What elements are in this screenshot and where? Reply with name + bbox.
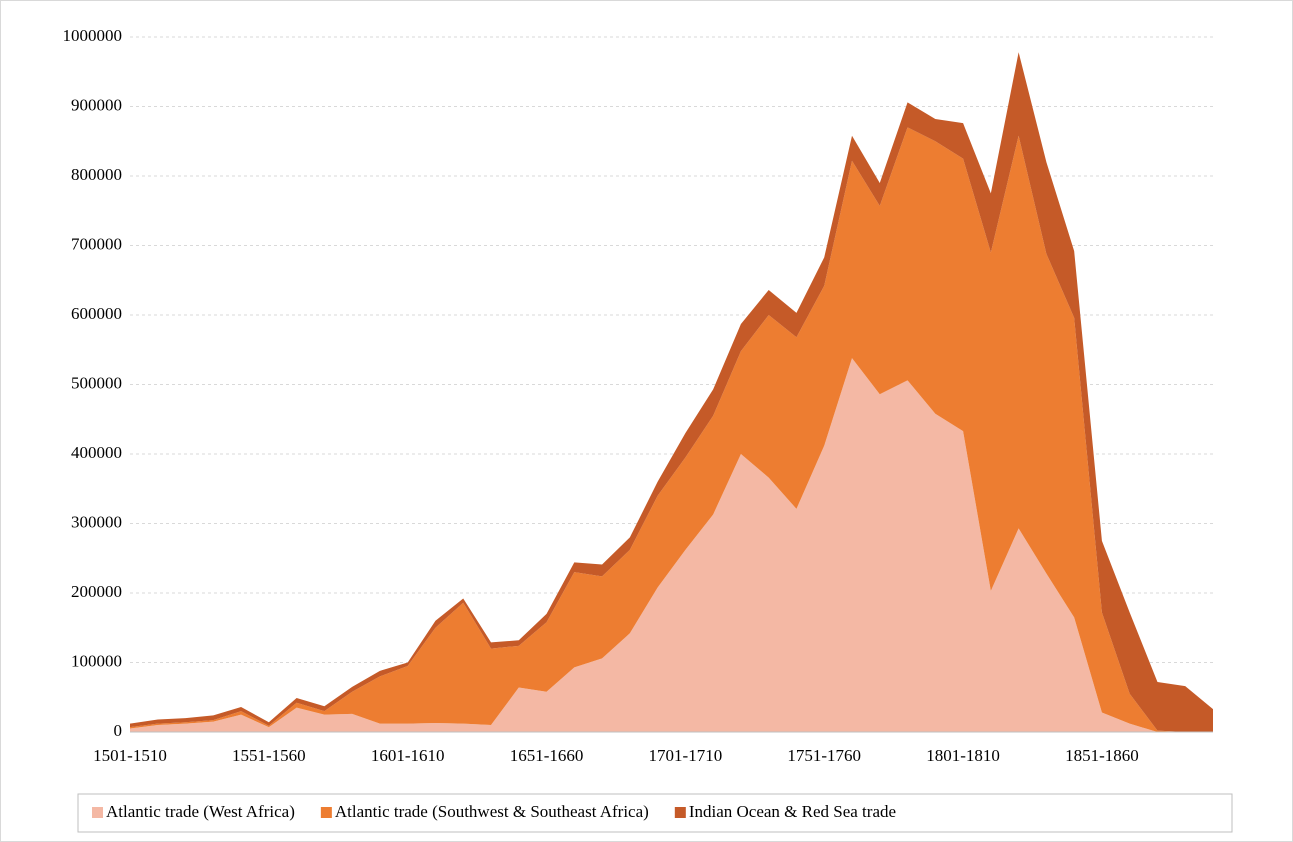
x-tick-label: 1601-1610 [371, 746, 445, 765]
x-tick-label: 1651-1660 [510, 746, 584, 765]
y-tick-label: 1000000 [63, 26, 123, 45]
x-tick-label: 1751-1760 [787, 746, 861, 765]
y-tick-label: 500000 [71, 373, 122, 392]
legend-swatch [92, 807, 103, 818]
legend-label: Atlantic trade (Southwest & Southeast Af… [335, 802, 649, 821]
x-tick-label: 1701-1710 [649, 746, 723, 765]
y-tick-label: 700000 [71, 234, 122, 253]
y-tick-label: 300000 [71, 512, 122, 531]
area [130, 127, 1213, 733]
y-tick-label: 200000 [71, 582, 122, 601]
legend-label: Indian Ocean & Red Sea trade [689, 802, 896, 821]
legend-swatch [320, 807, 332, 818]
y-tick-label: 800000 [71, 165, 122, 184]
legend-swatch [674, 807, 686, 818]
x-tick-label: 1851-1860 [1065, 746, 1139, 765]
legend-box [77, 793, 1233, 833]
legend-label: Atlantic trade (West Africa) [106, 802, 295, 821]
y-tick-label: 600000 [71, 304, 122, 323]
y-tick-label: 400000 [71, 443, 122, 462]
area [130, 358, 1213, 732]
legend: Atlantic trade (West Africa) Atlantic tra… [77, 793, 1233, 833]
x-tick-label: 1501-1510 [93, 746, 167, 765]
x-tick-label: 1551-1560 [232, 746, 306, 765]
x-tick-label: 1801-1810 [926, 746, 1000, 765]
y-tick-label: 900000 [71, 95, 122, 114]
y-tick-label: 0 [114, 721, 123, 740]
y-tick-label: 100000 [71, 651, 122, 670]
